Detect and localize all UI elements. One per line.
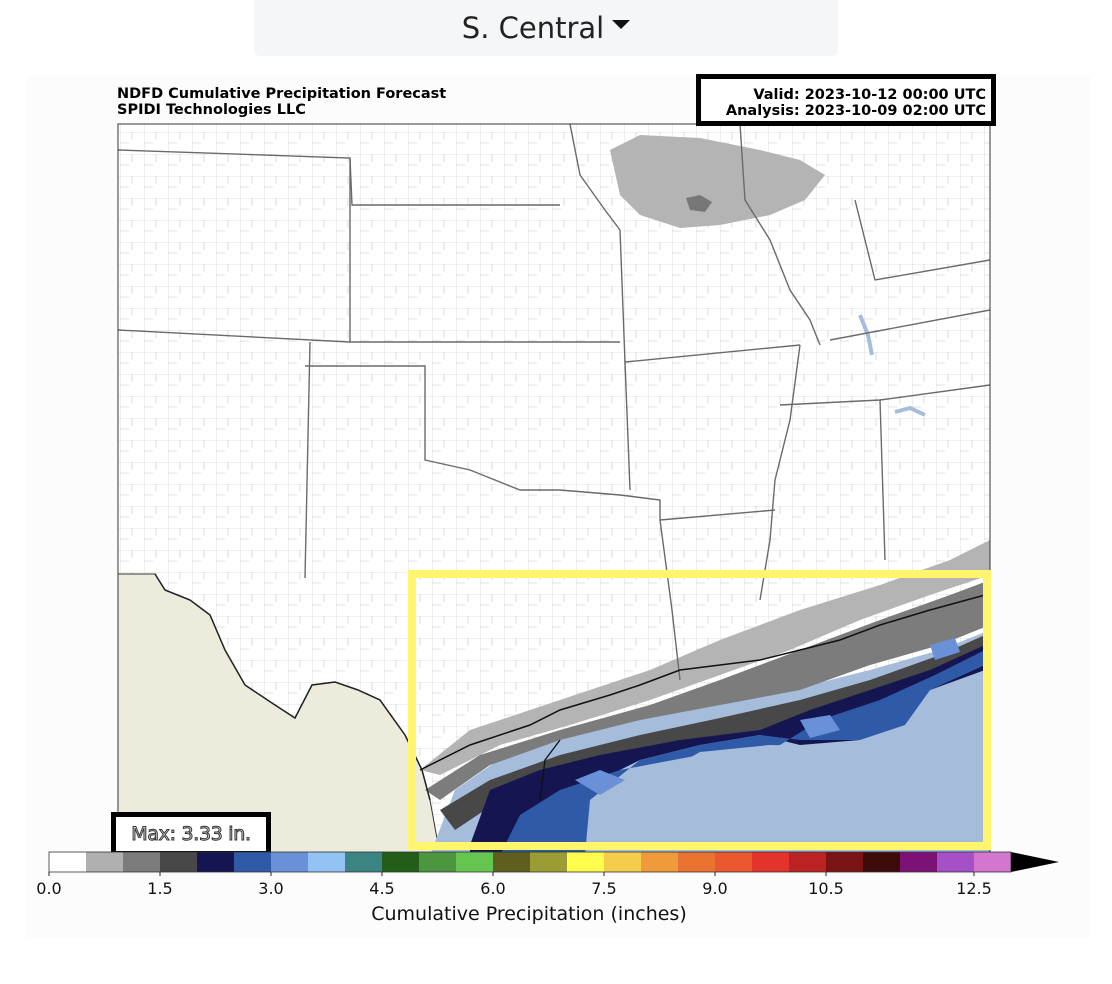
valid-time-box: Valid: 2023-10-12 00:00 UTC Analysis: 20…	[696, 74, 996, 126]
colorbar-tick-label: 3.0	[258, 879, 284, 898]
region-dropdown[interactable]: S. Central	[254, 0, 838, 56]
colorbar-tick-label: 0.0	[36, 879, 62, 898]
colorbar-tick-label: 12.5	[956, 879, 992, 898]
colorbar-label: Cumulative Precipitation (inches)	[371, 903, 687, 925]
colorbar-tick-label: 6.0	[480, 879, 506, 898]
highlight-box	[408, 570, 991, 850]
map-title: NDFD Cumulative Precipitation Forecast S…	[117, 86, 446, 118]
chevron-down-icon	[612, 19, 631, 29]
colorbar-tick-label: 7.5	[591, 879, 617, 898]
region-dropdown-label: S. Central	[461, 11, 605, 45]
colorbar-tick-label: 1.5	[147, 879, 173, 898]
max-precip-box: Max: 3.33 in.	[111, 812, 271, 856]
colorbar-tick-label: 9.0	[702, 879, 728, 898]
colorbar-tick-label: 4.5	[369, 879, 395, 898]
colorbar-tick-label: 10.5	[808, 879, 844, 898]
map-title-line2: SPIDI Technologies LLC	[117, 102, 306, 118]
map-title-line1: NDFD Cumulative Precipitation Forecast	[117, 86, 447, 102]
max-precip-label: Max: 3.33 in.	[131, 823, 252, 846]
valid-time: Valid: 2023-10-12 00:00 UTC	[753, 87, 986, 103]
analysis-time: Analysis: 2023-10-09 02:00 UTC	[725, 103, 986, 119]
